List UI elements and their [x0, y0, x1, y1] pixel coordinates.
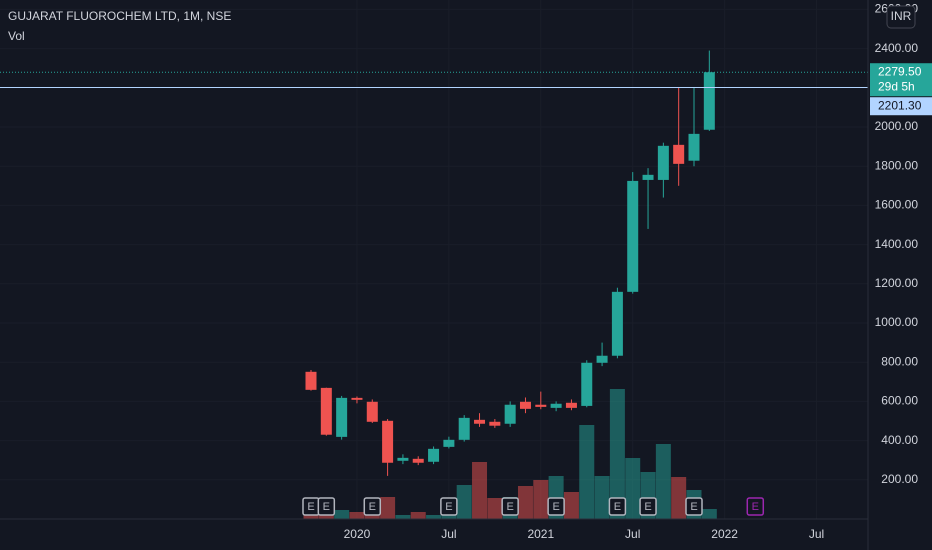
- countdown-label: 29d 5h: [878, 79, 915, 93]
- volume-bar: [472, 462, 488, 519]
- y-tick-label: 2400.00: [875, 41, 919, 55]
- x-tick-label: Jul: [809, 527, 824, 541]
- candle-body: [504, 404, 516, 424]
- earnings-marker: [501, 497, 519, 516]
- earnings-marker: [317, 497, 336, 516]
- volume-bar: [517, 486, 533, 519]
- candle-body: [596, 355, 608, 363]
- earnings-marker: [746, 497, 765, 516]
- earnings-label: E: [552, 501, 559, 513]
- candle-body: [642, 174, 654, 180]
- candle-body: [474, 419, 486, 424]
- candle-body: [703, 72, 715, 130]
- price-line-badge: [870, 97, 932, 116]
- candle-body: [336, 397, 348, 437]
- y-tick-label: 1800.00: [875, 158, 919, 172]
- volume-bar: [671, 477, 687, 519]
- earnings-label: E: [307, 501, 314, 513]
- candle-body: [657, 145, 669, 180]
- earnings-label: E: [369, 501, 376, 513]
- last-price-label: 2279.50: [878, 64, 922, 78]
- last-price-badge: [870, 63, 932, 97]
- chart-title: GUJARAT FLUOROCHEM LTD, 1M, NSE: [8, 9, 231, 23]
- candle-body: [489, 421, 501, 426]
- earnings-marker: [685, 497, 703, 516]
- candle-body: [565, 402, 577, 408]
- earnings-marker: [547, 497, 565, 516]
- volume-bar: [579, 425, 595, 519]
- earnings-marker: [363, 497, 382, 516]
- y-tick-label: 600.00: [881, 394, 918, 408]
- y-tick-label: 1000.00: [875, 315, 919, 329]
- volume-bar: [456, 485, 472, 519]
- y-tick-label: 1200.00: [875, 276, 919, 290]
- candle-body: [382, 420, 394, 463]
- earnings-label: E: [614, 501, 621, 513]
- volume-label: Vol: [8, 29, 25, 43]
- earnings-marker: [608, 497, 627, 516]
- x-tick-label: 2022: [711, 527, 738, 541]
- candle-body: [428, 448, 440, 462]
- candle-body: [366, 401, 378, 422]
- y-tick-label: 1400.00: [875, 237, 919, 251]
- candle-body: [305, 371, 317, 390]
- volume-bar: [380, 497, 396, 519]
- candle-body: [397, 457, 409, 461]
- volume-bar: [426, 515, 442, 519]
- x-tick-label: Jul: [625, 527, 640, 541]
- y-tick-label: 400.00: [881, 433, 918, 447]
- volume-bar: [487, 498, 503, 519]
- volume-bar: [395, 515, 411, 519]
- y-tick-label: 800.00: [881, 354, 918, 368]
- candle-body: [550, 403, 562, 408]
- earnings-label: E: [644, 501, 651, 513]
- volume-bar: [533, 480, 549, 519]
- volume-bar: [594, 476, 610, 519]
- earnings-marker: [440, 497, 458, 516]
- candle-body: [412, 458, 424, 463]
- volume-bar: [303, 515, 319, 519]
- candle-body: [535, 404, 547, 407]
- candle-body: [519, 401, 531, 409]
- currency-label: INR: [891, 9, 912, 23]
- candle-body: [627, 180, 639, 292]
- volume-bar: [410, 512, 426, 519]
- earnings-marker: [639, 497, 657, 516]
- earnings-label: E: [752, 501, 759, 513]
- candle-body: [443, 439, 455, 447]
- volume-bar: [349, 512, 365, 519]
- price-line-label: 2201.30: [878, 98, 922, 112]
- x-tick-label: Jul: [441, 527, 456, 541]
- volume-bar: [563, 492, 579, 519]
- y-tick-label: 2000.00: [875, 119, 919, 133]
- y-tick-label: 200.00: [881, 472, 918, 486]
- earnings-label: E: [323, 501, 330, 513]
- x-tick-label: 2021: [527, 527, 554, 541]
- candle-body: [351, 397, 363, 400]
- candle-body: [581, 362, 593, 406]
- currency-badge: [886, 5, 916, 29]
- volume-bar: [625, 458, 641, 519]
- candle-body: [611, 291, 623, 356]
- volume-bar: [609, 389, 625, 519]
- earnings-label: E: [445, 501, 452, 513]
- volume-bar: [701, 509, 717, 519]
- x-tick-label: 2020: [344, 527, 371, 541]
- candle-body: [458, 417, 470, 440]
- earnings-label: E: [690, 501, 697, 513]
- candle-body: [320, 387, 332, 435]
- y-tick-label: 1600.00: [875, 198, 919, 212]
- candle-body: [688, 133, 700, 161]
- volume-bar: [334, 510, 350, 519]
- candle-body: [673, 144, 685, 164]
- volume-bar: [655, 444, 671, 519]
- earnings-label: E: [506, 501, 513, 513]
